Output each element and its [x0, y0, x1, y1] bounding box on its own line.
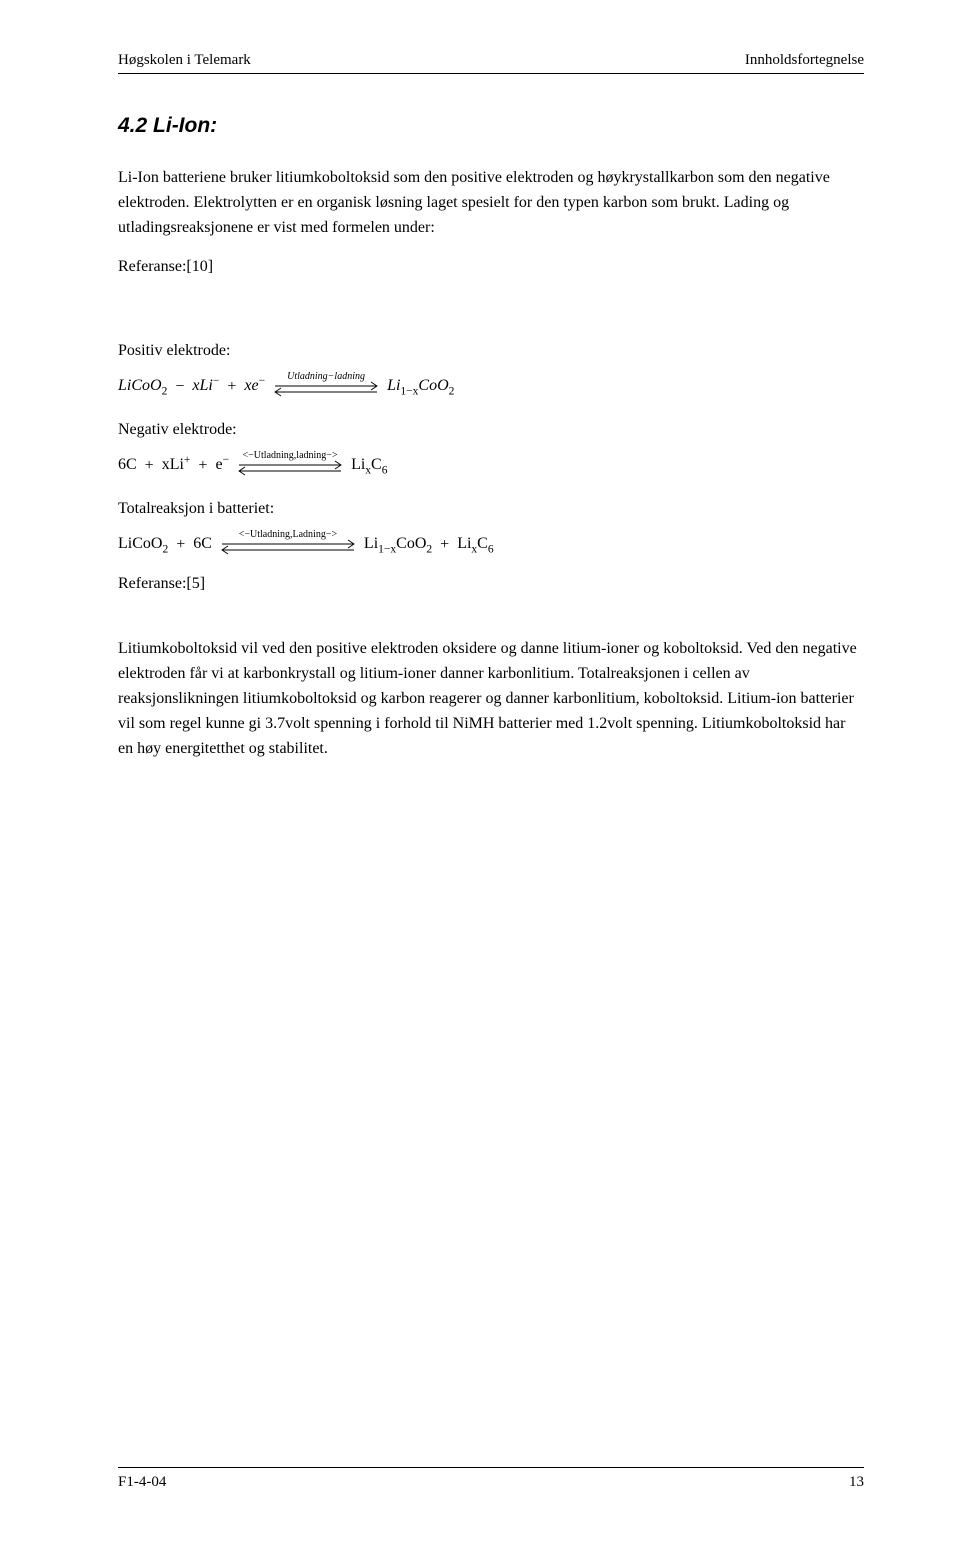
eq2-lhs3: e: [215, 457, 222, 474]
section-heading: 4.2 Li-Ion:: [118, 114, 864, 138]
double-arrow-icon: [218, 539, 358, 555]
page-header: Høgskolen i Telemark Innholdsfortegnelse: [118, 52, 864, 74]
header-left: Høgskolen i Telemark: [118, 52, 251, 69]
eq3-rhs4-sub: 6: [488, 544, 494, 556]
eq3-arrow: <−Utladning,Ladning−>: [218, 530, 358, 555]
footer-right: 13: [849, 1474, 864, 1491]
eq1-lhs2: xLi: [192, 378, 212, 395]
negative-electrode-label: Negativ elektrode:: [118, 421, 864, 439]
explanation-paragraph: Litiumkoboltoksid vil ved den positive e…: [118, 637, 864, 761]
total-reaction-label: Totalreaksjon i batteriet:: [118, 500, 864, 518]
eq3-rhs3: Li: [457, 536, 471, 553]
eq2-lhs2: xLi: [162, 457, 184, 474]
eq1-rhs2: CoO: [418, 378, 448, 395]
eq2-lhs1: 6C: [118, 457, 137, 474]
double-arrow-icon: [271, 381, 381, 397]
eq3-rhs1: Li: [364, 536, 378, 553]
eq3-rhs4: C: [477, 536, 488, 553]
eq2-rhs1: Li: [351, 457, 365, 474]
eq2-arrow: <−Utladning,ladning−>: [235, 451, 345, 476]
eq1-lhs1-sub: 2: [162, 386, 168, 398]
eq1-arrow: Utladning−ladning: [271, 372, 381, 397]
eq3-lhs2: 6C: [193, 536, 212, 553]
eq3-rhs2-sub: 2: [426, 544, 432, 556]
eq2-rhs2: C: [371, 457, 382, 474]
eq1-lhs3: xe: [244, 378, 258, 395]
eq1-lhs1: LiCoO: [118, 378, 162, 395]
eq2-rhs2-sub: 6: [382, 465, 388, 477]
reference-5: Referanse:[5]: [118, 575, 864, 593]
header-right: Innholdsfortegnelse: [745, 52, 864, 69]
intro-paragraph: Li-Ion batteriene bruker litiumkoboltoks…: [118, 166, 864, 240]
double-arrow-icon: [235, 460, 345, 476]
equation-negative: 6C + xLi+ + e− <−Utladning,ladning−> Lix…: [118, 453, 864, 478]
equation-total: LiCoO2 + 6C <−Utladning,Ladning−> Li1−xC…: [118, 532, 864, 557]
eq1-rhs1-sub: 1−x: [400, 386, 418, 398]
equation-positive: LiCoO2 − xLi− + xe− Utladning−ladning Li…: [118, 374, 864, 399]
eq3-lhs1-sub: 2: [162, 544, 168, 556]
eq3-lhs1: LiCoO: [118, 536, 162, 553]
page-footer: F1-4-04 13: [118, 1467, 864, 1491]
eq1-rhs1: Li: [387, 378, 400, 395]
reference-10: Referanse:[10]: [118, 258, 864, 276]
positive-electrode-label: Positiv elektrode:: [118, 342, 864, 360]
eq1-rhs2-sub: 2: [449, 386, 455, 398]
eq3-rhs2: CoO: [396, 536, 426, 553]
footer-left: F1-4-04: [118, 1474, 166, 1491]
eq3-rhs1-sub: 1−x: [378, 544, 396, 556]
